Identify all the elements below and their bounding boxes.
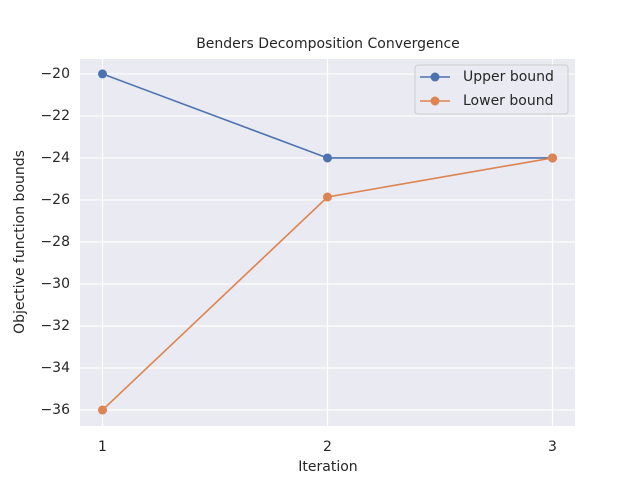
chart-title: Benders Decomposition Convergence: [196, 36, 460, 52]
data-point: [548, 153, 557, 163]
legend-label: Upper bound: [463, 69, 554, 85]
legend-box: [414, 64, 569, 115]
marks: [98, 69, 557, 415]
y-tick-label: −26: [40, 192, 70, 208]
y-tick-label: −36: [40, 402, 70, 418]
y-tick-label: −32: [40, 318, 70, 334]
legend-marker: [430, 72, 440, 82]
y-tick-label: −22: [40, 108, 70, 124]
y-tick-label: −28: [40, 234, 70, 250]
legend-label: Lower bound: [463, 93, 553, 109]
x-tick-label: 3: [548, 439, 557, 455]
y-tick-label: −34: [40, 360, 70, 376]
data-point: [323, 192, 332, 202]
x-axis-label: Iteration: [298, 459, 357, 475]
y-axis-label: Objective function bounds: [12, 150, 28, 334]
x-tick-label: 2: [323, 439, 332, 455]
y-tick-label: −20: [40, 66, 70, 82]
y-tick-label: −24: [40, 150, 70, 166]
y-tick-label: −30: [40, 276, 70, 292]
legend: Upper bound Lower bound: [414, 64, 569, 115]
data-point: [98, 69, 107, 79]
x-tick-label: 1: [98, 439, 107, 455]
legend-marker: [430, 96, 440, 106]
data-point: [98, 405, 107, 415]
data-point: [323, 153, 332, 163]
